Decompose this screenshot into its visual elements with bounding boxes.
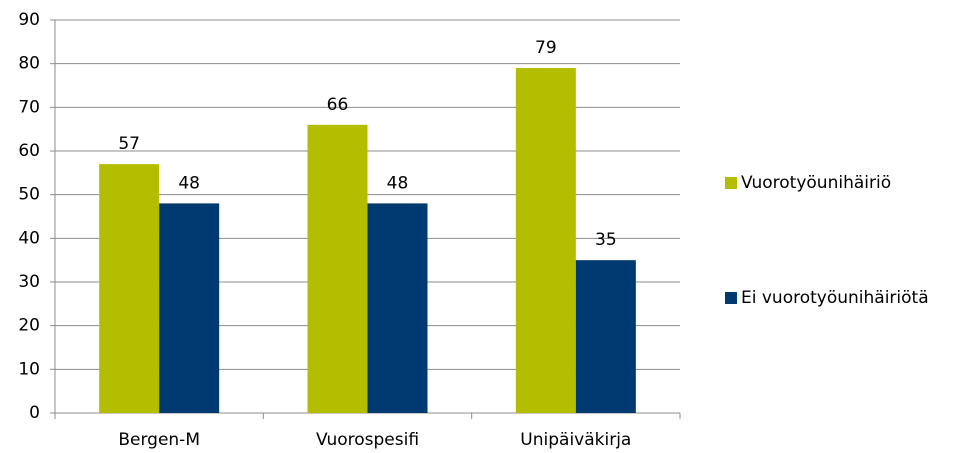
y-tick-label: 20 xyxy=(18,316,40,336)
y-tick-label: 90 xyxy=(18,10,40,30)
y-tick-label: 50 xyxy=(18,185,40,205)
y-tick-label: 60 xyxy=(18,141,40,161)
data-label: 48 xyxy=(387,173,409,193)
y-tick-label: 0 xyxy=(29,403,40,423)
x-tick-label: Vuorospesifi xyxy=(316,430,419,450)
y-tick-label: 70 xyxy=(18,97,40,117)
data-label: 66 xyxy=(327,95,349,115)
y-tick-label: 10 xyxy=(18,359,40,379)
y-tick-label: 40 xyxy=(18,228,40,248)
y-tick-label: 80 xyxy=(18,54,40,74)
data-label: 48 xyxy=(178,173,200,193)
bar xyxy=(307,124,368,414)
x-tick-label: Unipäiväkirja xyxy=(520,430,631,450)
bar xyxy=(575,260,636,413)
bar xyxy=(367,203,428,413)
data-label: 57 xyxy=(118,134,140,154)
bar xyxy=(159,203,220,413)
bar xyxy=(99,164,160,413)
data-label: 79 xyxy=(535,38,557,58)
x-tick-label: Bergen-M xyxy=(118,430,200,450)
data-label: 35 xyxy=(595,230,617,250)
bar xyxy=(515,68,576,414)
legend-label: Ei vuorotyöunihäiriötä xyxy=(741,288,929,308)
legend-swatch xyxy=(725,292,737,304)
legend-label: Vuorotyöunihäiriö xyxy=(741,173,891,193)
legend-swatch xyxy=(725,177,737,189)
y-tick-label: 30 xyxy=(18,272,40,292)
